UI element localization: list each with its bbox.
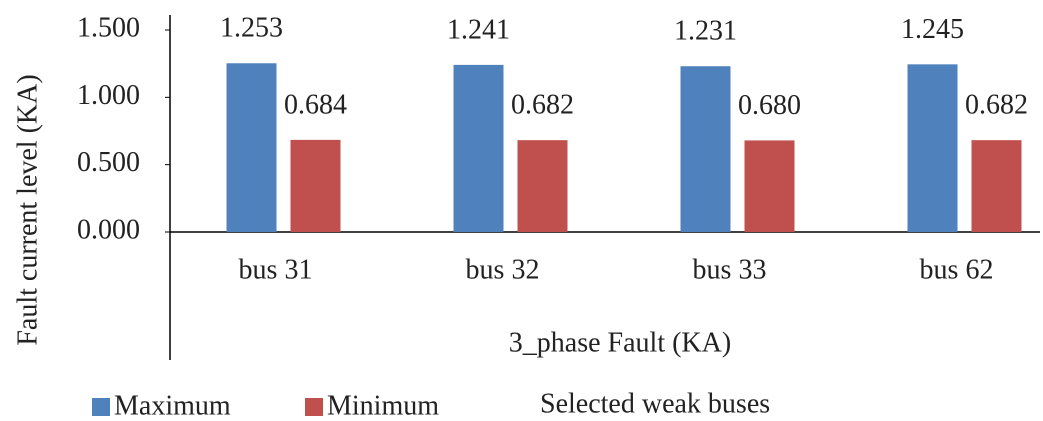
- bar: [744, 140, 795, 232]
- y-tick-label: 1.000: [77, 80, 140, 111]
- bar: [517, 140, 568, 232]
- data-label: 1.245: [901, 14, 964, 45]
- legend-swatch: [92, 398, 110, 416]
- x-tick-label: bus 31: [239, 254, 313, 285]
- data-label: 1.231: [674, 16, 737, 47]
- bar: [680, 66, 731, 232]
- x-axis-label: 3_phase Fault (KA): [509, 327, 731, 358]
- data-label: 1.241: [447, 14, 510, 45]
- data-label: 1.253: [220, 13, 283, 44]
- legend-label: Minimum: [327, 390, 439, 421]
- legend-swatch: [305, 398, 323, 416]
- y-tick-label: 0.000: [77, 214, 140, 245]
- data-label: 0.682: [511, 90, 574, 121]
- y-tick-label: 1.500: [77, 12, 140, 43]
- data-label: 0.684: [284, 89, 347, 120]
- data-label: 0.682: [965, 90, 1028, 121]
- legend-label: Maximum: [114, 390, 231, 421]
- x-axis-title: Selected weak buses: [540, 388, 770, 419]
- bar: [453, 64, 504, 233]
- x-tick-label: bus 62: [920, 254, 994, 285]
- x-tick-label: bus 33: [693, 254, 767, 285]
- bar: [226, 63, 277, 232]
- y-tick-label: 0.500: [77, 147, 140, 178]
- data-label: 0.680: [738, 90, 801, 121]
- x-tick-label: bus 32: [466, 254, 540, 285]
- bar: [971, 140, 1022, 232]
- bar: [907, 64, 958, 232]
- bar: [290, 139, 341, 232]
- y-axis-label: Fault current level (KA): [12, 74, 43, 345]
